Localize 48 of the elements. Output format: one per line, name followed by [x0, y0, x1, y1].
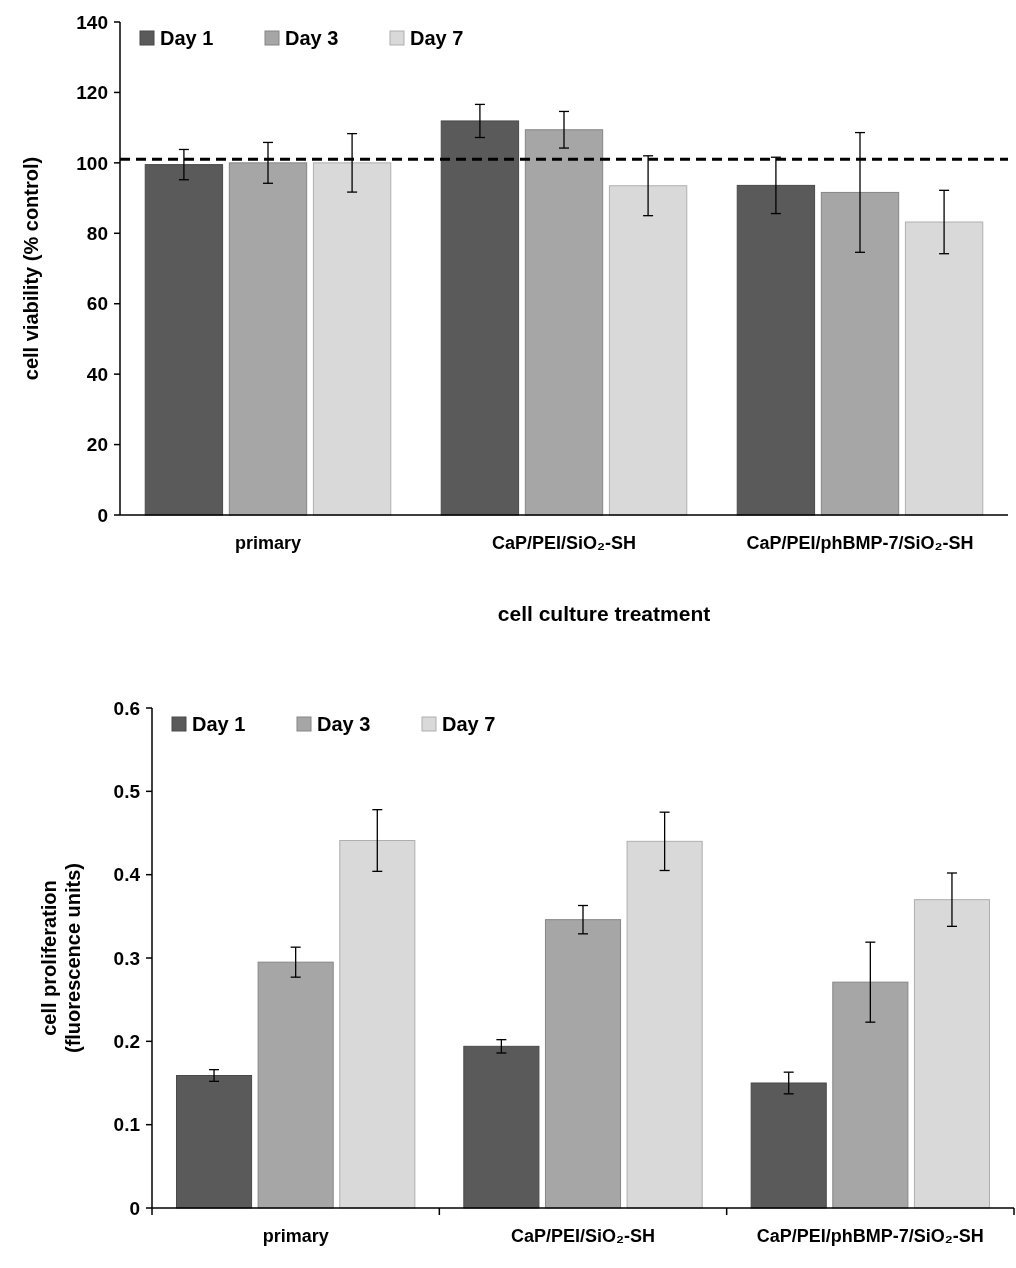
legend-label: Day 7 — [442, 713, 496, 735]
bar — [339, 840, 416, 1209]
bar — [626, 840, 703, 1209]
bar — [832, 981, 909, 1209]
y-tick-label: 0.1 — [113, 1114, 141, 1136]
bar — [144, 164, 224, 516]
y-tick-label: 80 — [86, 222, 108, 244]
bar — [736, 184, 816, 516]
legend-label: Day 1 — [192, 713, 246, 735]
y-tick-label: 0 — [129, 1197, 140, 1219]
y-tick-label: 0.4 — [113, 864, 141, 886]
x-tick-label: CaP/PEI/SiO₂-SH — [491, 533, 637, 553]
y-tick-label: 60 — [86, 293, 108, 315]
x-axis-title: cell culture treatment — [497, 602, 711, 625]
bar — [463, 1045, 540, 1209]
bar — [904, 221, 984, 516]
bar — [524, 129, 604, 516]
bar — [608, 185, 688, 516]
x-tick-label: CaP/PEI/phBMP-7/SiO₂-SH — [756, 1226, 984, 1246]
bar — [820, 191, 900, 516]
y-tick-label: 0.6 — [113, 697, 140, 719]
y-tick-label: 0.5 — [113, 780, 141, 802]
y-tick-label: 40 — [86, 363, 108, 385]
bar — [257, 961, 334, 1209]
bar — [312, 162, 392, 516]
y-tick-label: 0 — [97, 504, 108, 526]
y-tick-label: 100 — [76, 152, 108, 174]
y-tick-label: 0.2 — [113, 1030, 140, 1052]
legend-label: Day 1 — [160, 27, 214, 49]
bar — [913, 899, 991, 1209]
bar — [175, 1075, 253, 1209]
bar — [544, 919, 622, 1209]
y-tick-label: 140 — [76, 11, 108, 33]
y-axis-title: cell proliferation (fluorescence units) — [38, 862, 84, 1054]
legend-label: Day 7 — [410, 27, 464, 49]
y-axis-title: cell viability (% control) — [20, 156, 42, 381]
bar — [440, 120, 520, 516]
x-tick-label: CaP/PEI/SiO₂-SH — [510, 1226, 656, 1246]
x-tick-label: CaP/PEI/phBMP-7/SiO₂-SH — [746, 533, 974, 553]
legend-label: Day 3 — [285, 27, 339, 49]
legend-label: Day 3 — [317, 713, 371, 735]
y-tick-label: 0.3 — [113, 947, 140, 969]
bar — [750, 1082, 827, 1209]
bar — [228, 162, 308, 516]
x-tick-label: primary — [262, 1226, 329, 1246]
x-tick-label: primary — [234, 533, 302, 553]
y-tick-label: 120 — [76, 82, 108, 104]
y-tick-label: 20 — [86, 434, 108, 456]
